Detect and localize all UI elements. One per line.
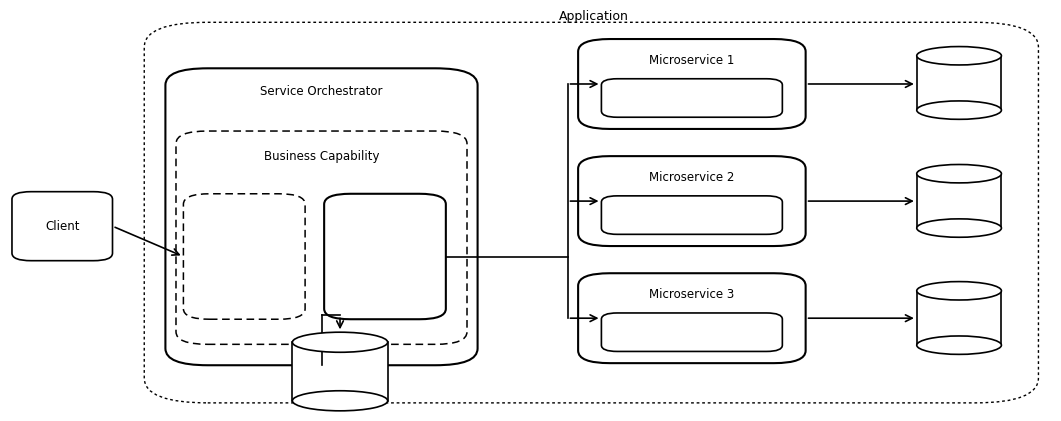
FancyBboxPatch shape: [184, 194, 306, 319]
Text: Business Capability: Business Capability: [264, 149, 379, 163]
Text: Microservice 3: Microservice 3: [649, 288, 734, 301]
Text: Data
Store: Data Store: [326, 362, 354, 385]
Ellipse shape: [293, 332, 387, 352]
FancyBboxPatch shape: [602, 79, 782, 117]
Ellipse shape: [917, 165, 1002, 183]
FancyBboxPatch shape: [578, 273, 805, 363]
FancyBboxPatch shape: [12, 192, 112, 261]
Bar: [917, 56, 1002, 110]
FancyBboxPatch shape: [602, 196, 782, 234]
Text: Simple Task B: Simple Task B: [654, 210, 730, 220]
Text: Simple Task A: Simple Task A: [654, 93, 730, 103]
Text: Data
Store 3: Data Store 3: [939, 309, 979, 331]
Bar: [917, 174, 1002, 228]
Ellipse shape: [917, 47, 1002, 65]
FancyBboxPatch shape: [578, 156, 805, 246]
Text: Data
Store 1: Data Store 1: [939, 74, 979, 96]
Ellipse shape: [917, 282, 1002, 300]
FancyBboxPatch shape: [325, 194, 446, 319]
Ellipse shape: [917, 219, 1002, 237]
Text: Service API: Service API: [211, 250, 277, 263]
Ellipse shape: [293, 391, 387, 411]
Ellipse shape: [917, 336, 1002, 354]
Text: Microservice 1: Microservice 1: [649, 54, 734, 67]
FancyBboxPatch shape: [578, 39, 805, 129]
Text: Service Orchestrator: Service Orchestrator: [260, 85, 383, 98]
Text: Complex Task: Complex Task: [345, 250, 425, 263]
Text: Data
Store 2: Data Store 2: [939, 192, 979, 214]
FancyBboxPatch shape: [176, 131, 467, 344]
FancyBboxPatch shape: [602, 313, 782, 352]
FancyBboxPatch shape: [166, 68, 477, 365]
Text: Client: Client: [45, 220, 80, 233]
Text: Simple Task C: Simple Task C: [654, 327, 730, 337]
FancyBboxPatch shape: [144, 22, 1039, 403]
Text: Application: Application: [559, 10, 629, 23]
Bar: [917, 291, 1002, 345]
Bar: [293, 342, 387, 401]
Ellipse shape: [917, 101, 1002, 119]
Text: Microservice 2: Microservice 2: [649, 171, 734, 184]
